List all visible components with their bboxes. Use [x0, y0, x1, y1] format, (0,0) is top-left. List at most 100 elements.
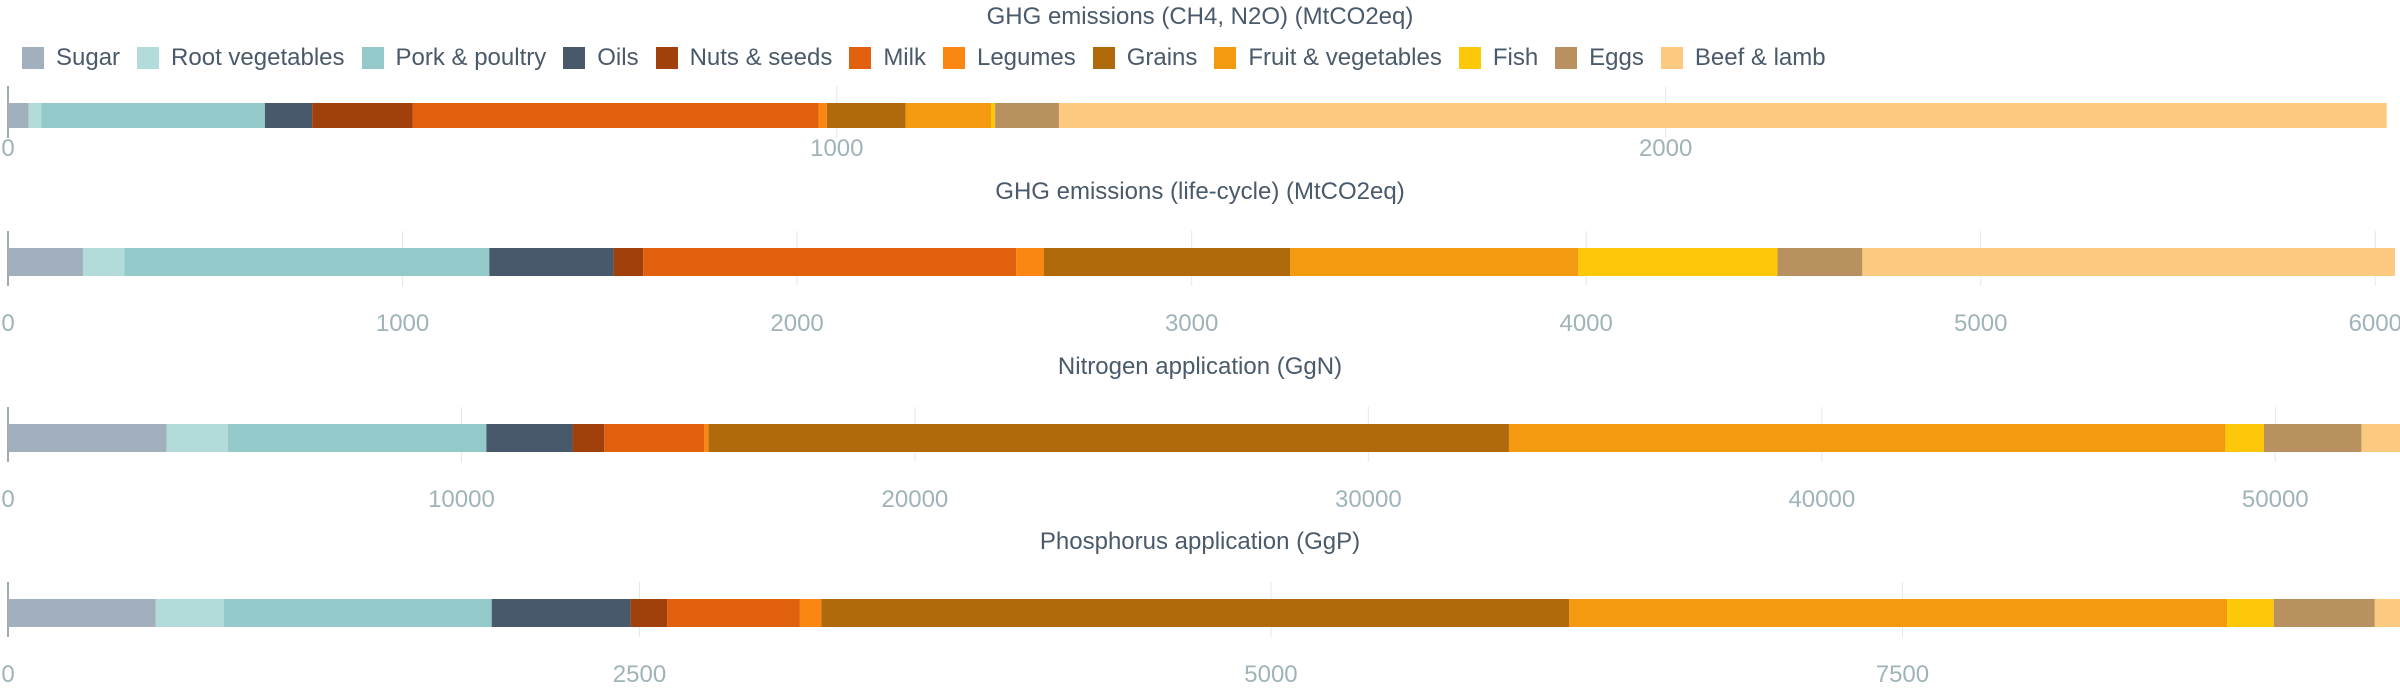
legend-swatch: [1214, 47, 1237, 69]
tick-label: 50000: [2242, 486, 2309, 513]
bar-segment: [1578, 248, 1778, 276]
legend-label: Legumes: [976, 44, 1076, 71]
bar-segment: [995, 103, 1059, 128]
legend-label: Fish: [1492, 44, 1539, 71]
bar-segment: [667, 599, 800, 627]
bar-segment: [8, 248, 83, 276]
bar-segment: [1043, 248, 1291, 276]
legend-label: Beef & lamb: [1694, 44, 1826, 71]
bar-segment: [8, 103, 29, 128]
tick-label: 20000: [882, 486, 949, 513]
tick-label: 6000: [2349, 310, 2400, 337]
bar-segment: [2374, 599, 2400, 627]
legend-label: Nuts & seeds: [689, 44, 833, 71]
legend-swatch: [1660, 47, 1683, 69]
legend-swatch: [563, 47, 586, 69]
bar-segment: [1058, 103, 2387, 128]
tick-label: 0: [1, 310, 14, 337]
bar-segment: [8, 599, 156, 627]
legend-item: Root vegetables: [137, 44, 345, 72]
legend-item: Fruit & vegetables: [1214, 44, 1442, 72]
legend-item: Sugar: [22, 44, 120, 72]
bar-segment: [630, 599, 668, 627]
legend-item: Grains: [1092, 44, 1198, 72]
tick-label: 5000: [1244, 661, 1297, 688]
legend-item: Nuts & seeds: [655, 44, 833, 72]
legend-item: Legumes: [942, 44, 1076, 72]
bar-segment: [223, 599, 492, 627]
chart-title: GHG emissions (CH4, N2O) (MtCO2eq): [987, 3, 1414, 30]
bar-segment: [2227, 599, 2274, 627]
bar-segment: [826, 103, 906, 128]
tick-label: 0: [1, 661, 14, 688]
legend-item: Oils: [563, 44, 639, 72]
legend-swatch: [942, 47, 965, 69]
legend-item: Pork & poultry: [361, 44, 546, 72]
bar-segment: [704, 424, 709, 452]
bar-segment: [166, 424, 228, 452]
bar-segment: [1862, 248, 2395, 276]
legend-label: Sugar: [56, 44, 121, 71]
bar-segment: [2225, 424, 2264, 452]
bar-segment: [41, 103, 265, 128]
legend-item: Beef & lamb: [1660, 44, 1826, 72]
bar-segment: [990, 103, 996, 128]
legend-swatch: [849, 47, 872, 69]
bar-segment: [2361, 424, 2400, 452]
tick-label: 3000: [1165, 310, 1218, 337]
tick-label: 2000: [770, 310, 823, 337]
tick-label: 4000: [1559, 310, 1612, 337]
legend: Sugar Root vegetables Pork & poultry Oils Nu…: [22, 40, 1843, 76]
bar-segment: [264, 103, 313, 128]
tick-label: 0: [1, 135, 14, 162]
chart-panel: GHG emissions (life-cycle) (MtCO2eq) 0 100…: [1, 178, 2400, 337]
bar-segment: [1508, 424, 2226, 452]
bar-segment: [28, 103, 42, 128]
bar-segment: [155, 599, 224, 627]
legend-label: Oils: [597, 44, 639, 71]
tick-label: 40000: [1788, 486, 1855, 513]
bar-segment: [412, 103, 819, 128]
legend-swatch: [22, 47, 44, 69]
bar-segment: [708, 424, 1509, 452]
bar-segment: [124, 248, 490, 276]
legend-swatch: [655, 47, 678, 69]
chart-title: Nitrogen application (GgN): [1058, 353, 1342, 380]
legend-swatch: [137, 47, 160, 69]
legend-label: Fruit & vegetables: [1248, 44, 1442, 71]
legend-swatch: [1092, 47, 1115, 69]
bar-segment: [2263, 424, 2362, 452]
bar-segment: [312, 103, 413, 128]
legend-item: Fish: [1458, 44, 1539, 72]
bar-segment: [491, 599, 631, 627]
bar-segment: [572, 424, 605, 452]
bar-segment: [821, 599, 1570, 627]
bar-segment: [2273, 599, 2375, 627]
bar-segment: [82, 248, 125, 276]
tick-label: 5000: [1954, 310, 2007, 337]
bar-segment: [227, 424, 487, 452]
chart-title: Phosphorus application (GgP): [1040, 528, 1360, 555]
chart-panel: Nitrogen application (GgN) 0 10000 20000 300…: [1, 353, 2400, 513]
bar-segment: [1777, 248, 1863, 276]
legend-swatch: [1458, 47, 1481, 69]
bar-segment: [613, 248, 644, 276]
tick-label: 10000: [428, 486, 495, 513]
bar-segment: [1016, 248, 1044, 276]
bar-segment: [8, 424, 167, 452]
legend-item: Milk: [849, 44, 926, 72]
bar-segment: [1569, 599, 2228, 627]
tick-label: 0: [1, 486, 14, 513]
bar-segment: [799, 599, 822, 627]
tick-label: 30000: [1335, 486, 1402, 513]
legend-swatch: [361, 47, 384, 69]
bar-segment: [489, 248, 614, 276]
legend-swatch: [1555, 47, 1578, 69]
legend-label: Grains: [1126, 44, 1198, 71]
legend-label: Root vegetables: [171, 44, 345, 71]
legend-item: Eggs: [1555, 44, 1644, 72]
chart-panel: Phosphorus application (GgP) 0 2500 5000 750…: [1, 528, 2400, 688]
legend-label: Eggs: [1589, 44, 1644, 71]
tick-label: 7500: [1876, 661, 1929, 688]
